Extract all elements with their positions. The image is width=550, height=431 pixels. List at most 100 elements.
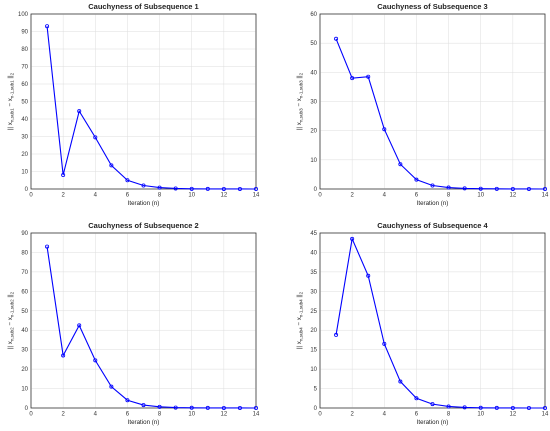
data-point [462, 405, 467, 410]
y-axis-label: || xn,sub2 − xn-1,sub2 ||2 [7, 291, 15, 349]
y-tick-label: 30 [310, 289, 317, 295]
data-point [366, 273, 371, 278]
data-point [253, 405, 258, 410]
data-point [237, 405, 242, 410]
y-tick-label: 35 [310, 270, 317, 276]
data-point [543, 186, 548, 191]
x-tick-label: 8 [447, 193, 451, 199]
y-tick-label: 20 [310, 328, 317, 334]
data-point [157, 185, 162, 190]
data-point [109, 163, 114, 168]
y-tick-label: 20 [21, 367, 28, 373]
plot-area [30, 232, 257, 409]
x-tick-label: 0 [29, 412, 33, 418]
y-axis-label: || xn,sub4 − xn-1,sub4 ||2 [296, 291, 304, 349]
data-point [414, 396, 419, 401]
chart-title: Cauchyness of Subsequence 3 [377, 2, 487, 11]
data-point [61, 353, 66, 358]
data-point [237, 186, 242, 191]
data-point [494, 405, 499, 410]
x-tick-label: 10 [477, 193, 484, 199]
data-point [221, 186, 226, 191]
data-point [109, 384, 114, 389]
y-tick-label: 0 [314, 187, 318, 193]
axes-frame [319, 232, 546, 409]
x-tick-label: 6 [126, 193, 130, 199]
x-tick-label: 14 [253, 412, 260, 418]
y-tick-label: 20 [21, 152, 28, 158]
data-point [189, 405, 194, 410]
chart-title: Cauchyness of Subsequence 2 [88, 221, 198, 230]
data-point [77, 109, 82, 114]
data-point [189, 186, 194, 191]
y-tick-label: 80 [21, 47, 28, 53]
y-tick-label: 30 [21, 348, 28, 354]
y-tick-label: 0 [25, 187, 29, 193]
y-tick-label: 10 [310, 158, 317, 164]
y-tick-label: 15 [310, 348, 317, 354]
chart-title: Cauchyness of Subsequence 1 [88, 2, 198, 11]
series-line [335, 38, 546, 190]
x-tick-label: 12 [221, 412, 228, 418]
y-tick-label: 70 [21, 65, 28, 71]
data-point [366, 74, 371, 79]
y-tick-label: 20 [310, 129, 317, 135]
y-axis-label: || xn,sub3 − xn-1,sub3 ||2 [296, 72, 304, 130]
data-point [334, 36, 339, 41]
x-tick-label: 6 [126, 412, 130, 418]
data-point [141, 183, 146, 188]
data-point [398, 162, 403, 167]
series-line [46, 246, 257, 409]
x-tick-label: 6 [415, 412, 419, 418]
x-axis-label: Iteration (n) [417, 419, 449, 426]
y-tick-label: 50 [21, 100, 28, 106]
data-point [77, 323, 82, 328]
y-tick-label: 30 [310, 100, 317, 106]
data-point [205, 405, 210, 410]
x-tick-label: 6 [415, 193, 419, 199]
x-tick-label: 10 [188, 412, 195, 418]
data-point [350, 236, 355, 241]
x-tick-label: 2 [350, 193, 354, 199]
x-tick-label: 12 [221, 193, 228, 199]
x-tick-label: 14 [542, 412, 549, 418]
data-point [141, 403, 146, 408]
data-point [61, 172, 66, 177]
x-tick-label: 4 [94, 193, 98, 199]
data-point [543, 405, 548, 410]
y-tick-label: 5 [314, 387, 318, 393]
y-tick-label: 10 [21, 387, 28, 393]
x-tick-label: 10 [477, 412, 484, 418]
data-point [45, 24, 50, 29]
chart-panel-4: 0 2 4 6 8 10 12 14 0 5 10 15 20 25 30 35 40 45 Cauchyness … [296, 221, 549, 426]
x-tick-label: 4 [383, 193, 387, 199]
y-tick-label: 30 [21, 135, 28, 141]
x-axis-label: Iteration (n) [417, 200, 449, 207]
data-point [45, 244, 50, 249]
data-point [414, 177, 419, 182]
chart-panel-3: 0 2 4 6 8 10 12 14 0 10 20 30 40 50 60 70 80 90 Cauchyness… [7, 221, 260, 426]
x-tick-label: 4 [383, 412, 387, 418]
series-line [335, 236, 545, 409]
axes-frame [30, 13, 257, 190]
x-tick-label: 8 [447, 412, 451, 418]
data-point [173, 405, 178, 410]
y-tick-label: 50 [21, 309, 28, 315]
data-point [526, 405, 531, 410]
y-tick-label: 60 [21, 289, 28, 295]
data-point [173, 186, 178, 191]
x-tick-label: 10 [188, 193, 195, 199]
chart-title: Cauchyness of Subsequence 4 [377, 221, 488, 230]
x-tick-label: 2 [61, 412, 65, 418]
x-tick-label: 12 [510, 193, 517, 199]
data-point [510, 186, 515, 191]
axes-frame [319, 13, 546, 190]
y-tick-label: 80 [21, 250, 28, 256]
x-tick-label: 2 [61, 193, 65, 199]
y-tick-label: 10 [310, 367, 317, 373]
x-tick-label: 14 [253, 193, 260, 199]
x-tick-label: 8 [158, 193, 162, 199]
data-point [93, 358, 98, 363]
y-tick-label: 70 [21, 270, 28, 276]
